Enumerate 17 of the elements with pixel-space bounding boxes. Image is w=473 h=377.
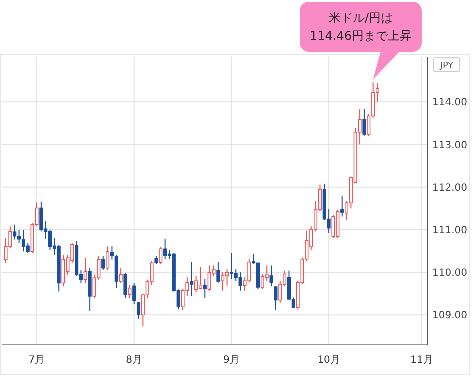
x-tick-label: 9月 (224, 355, 240, 366)
candlestick (190, 262, 194, 297)
candlestick (340, 195, 344, 218)
y-tick-label: 114.00 (432, 98, 468, 109)
text: 米ドル/円は 114.46円まで上昇 (310, 11, 412, 43)
x-tick-label: 8月 (126, 355, 143, 366)
y-tick-label: 111.00 (432, 225, 468, 236)
y-tick-label: 110.00 (432, 268, 468, 280)
candlestick (203, 278, 207, 299)
y-tick-label: 113.00 (432, 140, 468, 152)
x-tick-label: 10月 (318, 355, 340, 366)
text: JPY (439, 62, 454, 72)
y-tick-label: 112.00 (432, 182, 468, 194)
x-tick-label: 11月 (410, 355, 434, 366)
y-tick-label: 109.00 (432, 310, 468, 322)
x-tick-label: 7月 (28, 355, 46, 366)
candlestick (238, 272, 242, 292)
